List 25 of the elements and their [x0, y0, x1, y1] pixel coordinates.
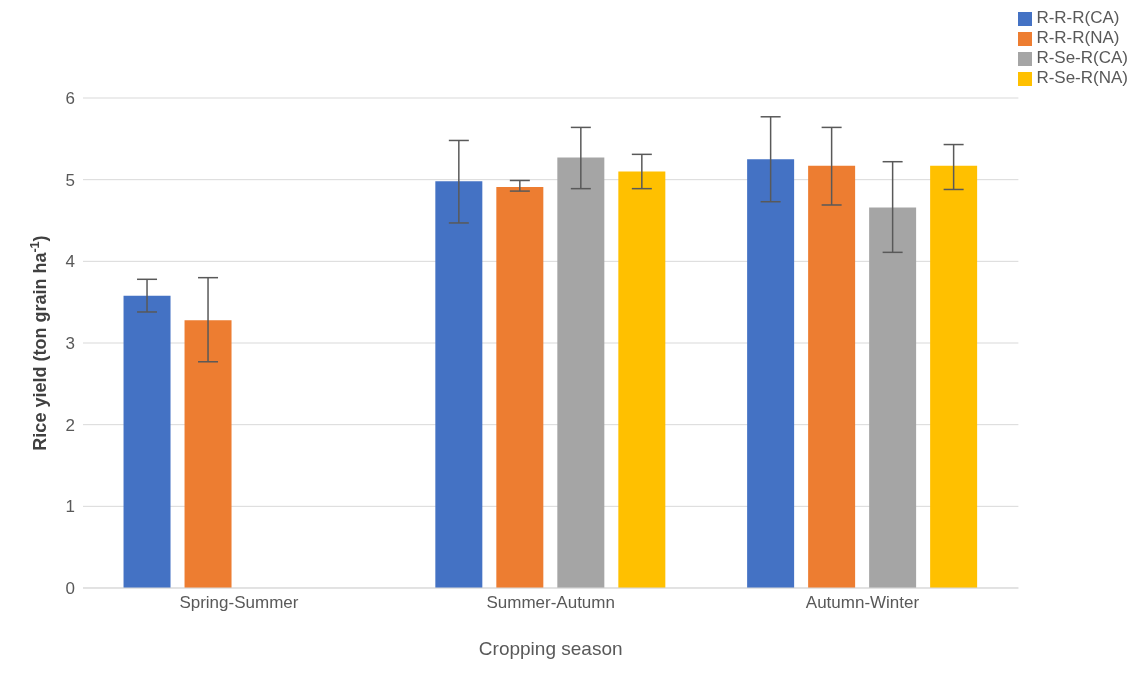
legend-label: R-R-R(NA): [1036, 28, 1120, 47]
bar: [435, 181, 483, 588]
bar: [869, 207, 917, 588]
x-tick-label: Summer-Autumn: [486, 593, 615, 613]
bar: [930, 165, 978, 588]
legend-label: R-R-R(CA): [1036, 8, 1120, 27]
legend-label: R-Se-R(CA): [1036, 48, 1128, 67]
y-tick-label: 1: [65, 497, 75, 517]
x-axis-title: Cropping season: [478, 638, 623, 659]
bar: [618, 171, 666, 588]
x-tick-label: Spring-Summer: [179, 593, 299, 613]
x-tick-label: Autumn-Winter: [805, 593, 920, 613]
bar: [557, 157, 605, 588]
bar: [123, 295, 171, 588]
bar: [808, 165, 856, 588]
legend-label: R-Se-R(NA): [1036, 68, 1128, 87]
bar: [496, 187, 544, 588]
y-tick-label: 6: [65, 89, 75, 109]
y-tick-label: 2: [65, 415, 75, 435]
y-tick-label: 5: [65, 170, 75, 190]
y-tick-label: 0: [65, 579, 75, 599]
y-tick-label: 3: [65, 334, 75, 354]
y-tick-label: 4: [65, 252, 75, 272]
bar: [184, 320, 232, 588]
bar: [747, 159, 795, 588]
